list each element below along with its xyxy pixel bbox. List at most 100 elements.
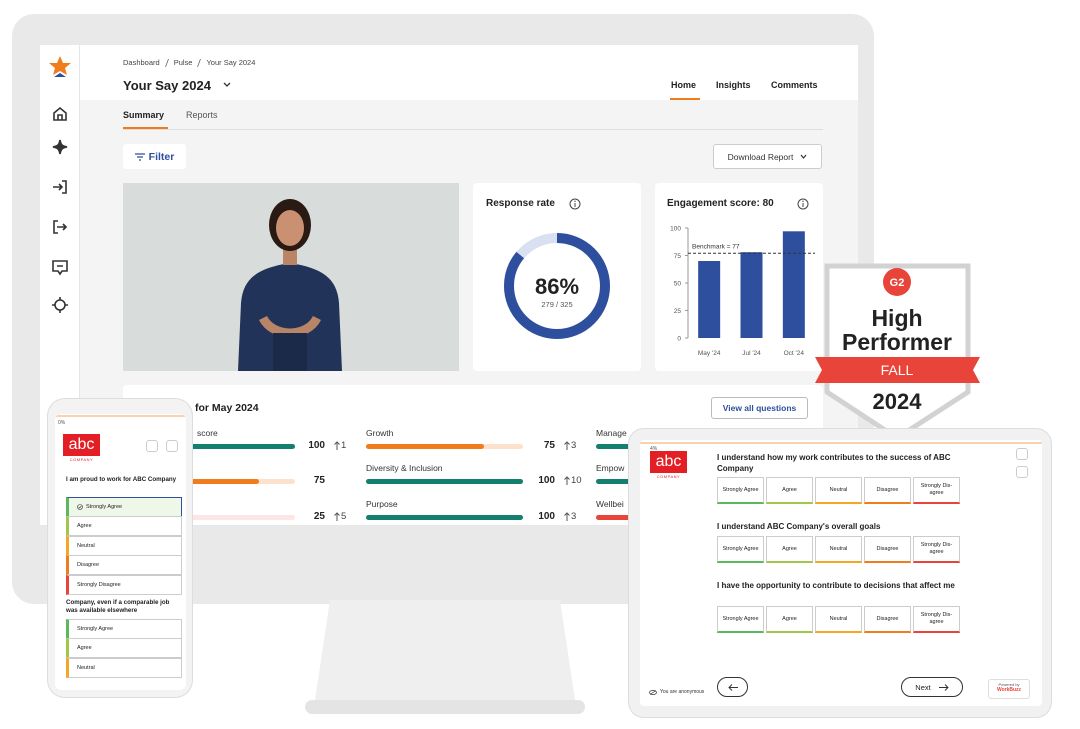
icon-part <box>164 58 169 67</box>
answer-option[interactable]: Agree <box>766 536 813 563</box>
next-button[interactable]: Next <box>901 677 963 697</box>
icon-part <box>258 315 322 338</box>
logo-star <box>49 56 71 75</box>
score-change: 10 <box>571 475 582 486</box>
donut-value: 86% <box>535 274 579 299</box>
answer-option[interactable]: Strongly Disagree <box>66 574 182 595</box>
arrow-icon <box>938 683 949 691</box>
filter-button[interactable]: Filter <box>123 144 186 169</box>
icon-part <box>649 689 657 695</box>
view-all-button[interactable]: View all questions <box>711 397 808 419</box>
icon-button[interactable] <box>1016 466 1028 478</box>
sub-tab[interactable]: Reports <box>186 110 218 120</box>
nav-tab[interactable]: Insights <box>716 80 751 90</box>
score-value: 100 <box>308 440 325 451</box>
answer-option[interactable]: Agree <box>66 516 182 537</box>
icon-part <box>334 441 340 450</box>
nav-tab[interactable]: Comments <box>771 80 818 90</box>
icon-button[interactable] <box>166 440 178 452</box>
icon-part <box>52 260 68 276</box>
breadcrumb-item[interactable]: Your Say 2024 <box>206 58 256 67</box>
icon-part <box>276 210 304 246</box>
answer-option[interactable]: Strongly Dis-agree <box>913 477 960 504</box>
answer-option[interactable]: Neutral <box>815 477 862 504</box>
icon-part <box>334 512 340 521</box>
icon-part <box>53 106 67 121</box>
icon-part <box>802 200 804 202</box>
score-track <box>150 515 295 520</box>
response-donut: 86%279 / 325 <box>504 233 610 339</box>
up-arrow <box>564 512 570 521</box>
breadcrumb-item[interactable]: Pulse <box>173 58 193 67</box>
icon-part <box>564 476 570 485</box>
icon-part <box>53 220 68 234</box>
icon-part <box>649 689 657 695</box>
icon-part <box>52 297 68 313</box>
icon-part <box>938 683 949 691</box>
chevron <box>800 154 807 159</box>
answer-option[interactable]: Strongly Agree <box>66 497 182 517</box>
score-change: 1 <box>341 440 347 451</box>
icon-button[interactable] <box>146 440 158 452</box>
score-label: Growth <box>366 428 394 438</box>
logo: abc <box>63 434 100 456</box>
score-label: Purpose <box>366 499 398 509</box>
answer-option[interactable]: Strongly Dis-agree <box>913 536 960 563</box>
card-title: Engagement score: 80 <box>667 198 774 209</box>
answer-option[interactable]: Agree <box>766 477 813 504</box>
header <box>80 45 858 100</box>
option-label: Strongly Agree <box>86 504 123 510</box>
logo-sub: COMPANY <box>69 457 94 462</box>
score-bar <box>150 479 259 484</box>
icon-part <box>564 512 570 521</box>
bar <box>698 261 721 338</box>
filter-icon <box>134 152 145 161</box>
answer-option[interactable]: Disagree <box>864 477 911 504</box>
answer-option[interactable]: Neutral <box>66 657 182 678</box>
icon-part <box>238 263 342 371</box>
score-bar <box>150 444 295 449</box>
answer-option[interactable]: Neutral <box>815 606 862 633</box>
score-label: Empow <box>596 463 625 473</box>
download-button[interactable]: Download Report <box>713 144 822 169</box>
breadcrumb-item[interactable]: Dashboard <box>123 58 160 67</box>
icon-part <box>569 198 581 210</box>
icon-part <box>797 198 809 210</box>
answer-option[interactable]: Strongly Agree <box>717 477 764 504</box>
answer-option[interactable]: Disagree <box>864 536 911 563</box>
card-title: for May 2024 <box>195 402 259 414</box>
score-bar <box>366 479 523 484</box>
sub-tab[interactable]: Summary <box>123 110 165 120</box>
tab-underline <box>123 127 168 129</box>
score-change: 3 <box>571 511 577 522</box>
score-value: 75 <box>543 440 555 451</box>
answer-option[interactable]: Strongly Agree <box>717 536 764 563</box>
answer-option[interactable]: Strongly Agree <box>717 606 764 633</box>
y-tick-label: 25 <box>674 308 682 315</box>
score-value: 25 <box>313 511 325 522</box>
icon-button[interactable] <box>1016 448 1028 460</box>
answer-option[interactable]: Strongly Agree <box>66 619 182 639</box>
option-label: Strongly Agree <box>77 626 114 632</box>
up-arrow <box>334 441 340 450</box>
up-arrow <box>564 476 570 485</box>
icon-part <box>727 683 738 691</box>
powered-label: Powered by <box>998 682 1020 687</box>
answer-option[interactable]: Agree <box>66 638 182 659</box>
back-button[interactable] <box>717 677 748 697</box>
next-label: Next <box>915 682 931 692</box>
divider <box>123 129 823 130</box>
progress-text: 0% <box>58 420 66 426</box>
logo: abc <box>650 451 687 473</box>
answer-option[interactable]: Strongly Dis-agree <box>913 606 960 633</box>
nav-tab[interactable]: Home <box>671 80 697 90</box>
phone-screen: 0% abc COMPANY I am proud to work for ABC C… <box>55 414 186 690</box>
icon-part <box>78 505 82 509</box>
answer-option[interactable]: Disagree <box>864 606 911 633</box>
question: I understand how my work contributes to … <box>717 453 951 473</box>
powered-brand: WorkBuzz <box>996 687 1022 693</box>
answer-option[interactable]: Neutral <box>815 536 862 563</box>
answer-option[interactable]: Neutral <box>66 535 182 556</box>
answer-option[interactable]: Agree <box>766 606 813 633</box>
answer-option[interactable]: Disagree <box>66 555 182 576</box>
